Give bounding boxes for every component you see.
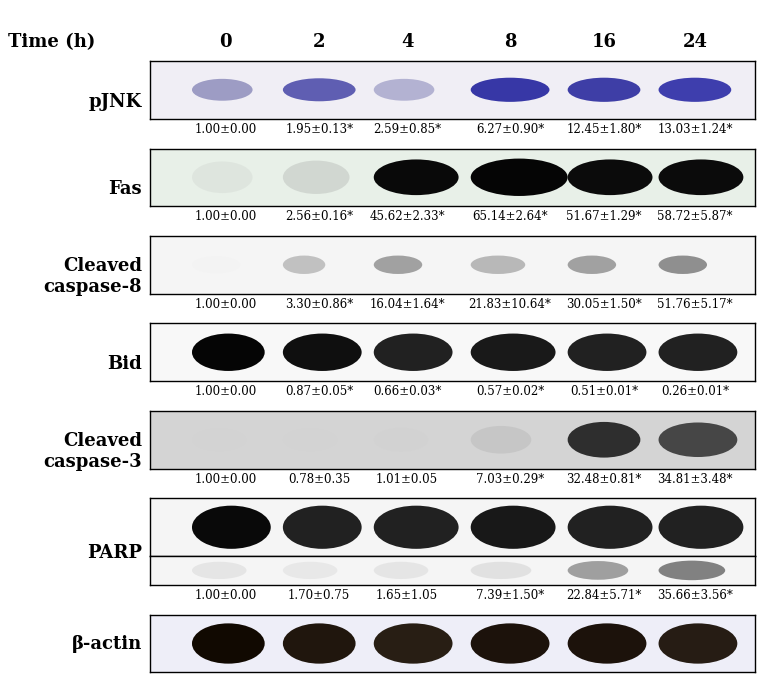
Text: Bid: Bid: [107, 355, 142, 373]
Text: 21.83±10.64*: 21.83±10.64*: [469, 298, 551, 311]
Text: 13.03±1.24*: 13.03±1.24*: [657, 123, 732, 136]
Text: 1.70±0.75: 1.70±0.75: [288, 589, 351, 602]
Ellipse shape: [374, 159, 459, 195]
Ellipse shape: [471, 506, 555, 549]
Ellipse shape: [659, 560, 726, 580]
Ellipse shape: [283, 256, 325, 274]
Ellipse shape: [568, 506, 653, 549]
Ellipse shape: [192, 256, 241, 274]
Text: 0.26±0.01*: 0.26±0.01*: [661, 385, 729, 398]
Text: 0.87±0.05*: 0.87±0.05*: [285, 385, 354, 398]
Text: Cleaved
caspase-3: Cleaved caspase-3: [44, 432, 142, 471]
Ellipse shape: [471, 333, 555, 371]
Text: 32.48±0.81*: 32.48±0.81*: [566, 473, 642, 486]
Ellipse shape: [374, 506, 459, 549]
Ellipse shape: [659, 423, 737, 457]
Text: 16.04±1.64*: 16.04±1.64*: [369, 298, 445, 311]
Text: 7.03±0.29*: 7.03±0.29*: [476, 473, 545, 486]
Ellipse shape: [192, 624, 265, 663]
Ellipse shape: [659, 624, 737, 663]
Ellipse shape: [659, 159, 743, 195]
Text: Fas: Fas: [108, 180, 142, 198]
Ellipse shape: [374, 624, 453, 663]
Text: 1.01±0.05: 1.01±0.05: [376, 473, 438, 486]
Text: 2.56±0.16*: 2.56±0.16*: [285, 210, 354, 223]
Text: 12.45±1.80*: 12.45±1.80*: [566, 123, 642, 136]
Ellipse shape: [283, 161, 350, 194]
Text: 16: 16: [591, 33, 617, 51]
Ellipse shape: [471, 158, 568, 196]
Ellipse shape: [659, 333, 737, 371]
Text: 0.57±0.02*: 0.57±0.02*: [476, 385, 545, 398]
Text: 0.66±0.03*: 0.66±0.03*: [373, 385, 441, 398]
Text: 2.59±0.85*: 2.59±0.85*: [373, 123, 441, 136]
Text: 35.66±3.56*: 35.66±3.56*: [657, 589, 732, 602]
Text: β-actin: β-actin: [72, 635, 142, 652]
Ellipse shape: [283, 333, 362, 371]
Text: 0.78±0.35: 0.78±0.35: [288, 473, 351, 486]
Text: 45.62±2.33*: 45.62±2.33*: [369, 210, 445, 223]
Ellipse shape: [283, 624, 356, 663]
Text: pJNK: pJNK: [89, 93, 142, 110]
Ellipse shape: [283, 506, 362, 549]
Text: 7.39±1.50*: 7.39±1.50*: [476, 589, 545, 602]
Text: 34.81±3.48*: 34.81±3.48*: [657, 473, 732, 486]
Text: 51.67±1.29*: 51.67±1.29*: [566, 210, 642, 223]
Text: 30.05±1.50*: 30.05±1.50*: [566, 298, 642, 311]
Text: 1.00±0.00: 1.00±0.00: [194, 473, 256, 486]
Text: 65.14±2.64*: 65.14±2.64*: [472, 210, 548, 223]
Text: 1.00±0.00: 1.00±0.00: [194, 298, 256, 311]
Text: 1.00±0.00: 1.00±0.00: [194, 385, 256, 398]
Ellipse shape: [192, 333, 265, 371]
Ellipse shape: [374, 256, 423, 274]
Ellipse shape: [374, 333, 453, 371]
Ellipse shape: [568, 78, 640, 102]
Ellipse shape: [471, 624, 549, 663]
Ellipse shape: [568, 256, 616, 274]
Text: 1.00±0.00: 1.00±0.00: [194, 123, 256, 136]
Ellipse shape: [192, 506, 271, 549]
Ellipse shape: [192, 562, 246, 579]
Ellipse shape: [471, 562, 532, 579]
Text: 1.00±0.00: 1.00±0.00: [194, 210, 256, 223]
Text: 24: 24: [683, 33, 707, 51]
Text: 1.95±0.13*: 1.95±0.13*: [285, 123, 354, 136]
Text: 22.84±5.71*: 22.84±5.71*: [566, 589, 642, 602]
Ellipse shape: [283, 562, 337, 579]
Text: 0: 0: [219, 33, 232, 51]
Ellipse shape: [568, 422, 640, 458]
Ellipse shape: [568, 561, 628, 580]
Text: 58.72±5.87*: 58.72±5.87*: [657, 210, 732, 223]
Ellipse shape: [659, 506, 743, 549]
Ellipse shape: [471, 78, 549, 102]
Text: 2: 2: [313, 33, 325, 51]
Text: 8: 8: [504, 33, 516, 51]
Ellipse shape: [471, 256, 525, 274]
Text: 1.00±0.00: 1.00±0.00: [194, 589, 256, 602]
Ellipse shape: [659, 78, 731, 102]
Ellipse shape: [568, 624, 647, 663]
Ellipse shape: [471, 426, 532, 453]
Text: 0.51±0.01*: 0.51±0.01*: [570, 385, 638, 398]
Ellipse shape: [374, 562, 428, 579]
Text: 3.30±0.86*: 3.30±0.86*: [285, 298, 354, 311]
Text: PARP: PARP: [87, 545, 142, 563]
Ellipse shape: [374, 427, 428, 452]
Ellipse shape: [374, 79, 434, 101]
Ellipse shape: [192, 161, 252, 193]
Ellipse shape: [283, 78, 356, 102]
Text: 4: 4: [401, 33, 413, 51]
Text: 51.76±5.17*: 51.76±5.17*: [657, 298, 732, 311]
Text: 6.27±0.90*: 6.27±0.90*: [476, 123, 545, 136]
Ellipse shape: [568, 333, 647, 371]
Ellipse shape: [192, 79, 252, 101]
Ellipse shape: [659, 256, 707, 274]
Text: 1.65±1.05: 1.65±1.05: [376, 589, 438, 602]
Text: Cleaved
caspase-8: Cleaved caspase-8: [44, 257, 142, 296]
Ellipse shape: [568, 159, 653, 195]
Text: Time (h): Time (h): [8, 33, 95, 51]
